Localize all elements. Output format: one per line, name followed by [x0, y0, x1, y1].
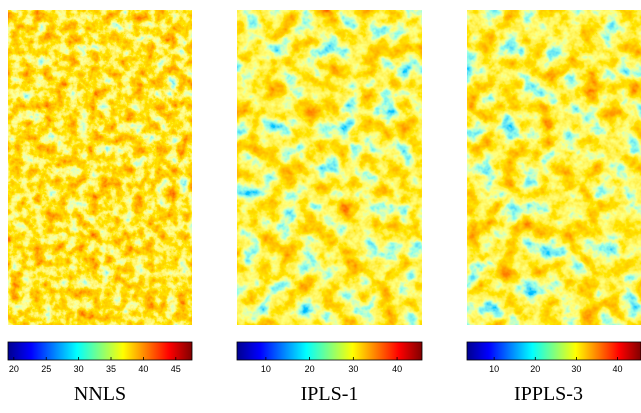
- colorbar-tick-label: 20: [9, 364, 19, 374]
- colorbar: [466, 341, 641, 361]
- colorbar-tick-label: 30: [348, 364, 358, 374]
- colorbar-tick-label: 30: [571, 364, 581, 374]
- colorbar-tick-label: 40: [392, 364, 402, 374]
- panel-label: NNLS: [74, 383, 126, 405]
- colorbar-tick-label: 30: [74, 364, 84, 374]
- colorbar-tick-label: 45: [171, 364, 181, 374]
- colorbar-tick-label: 20: [530, 364, 540, 374]
- colorbar-tick-label: 40: [613, 364, 623, 374]
- panel-label: IPLS-1: [301, 383, 359, 405]
- panel-label: IPPLS-3: [514, 383, 583, 405]
- colorbar: [236, 341, 423, 361]
- heatmap-images: [8, 10, 641, 325]
- heatmap-image: [237, 10, 422, 325]
- colorbar: [7, 341, 193, 361]
- heatmap-image: [8, 10, 192, 325]
- colorbar-tick-label: 10: [489, 364, 499, 374]
- colorbar-tick-label: 10: [261, 364, 271, 374]
- colorbar-tick-label: 40: [138, 364, 148, 374]
- colorbar-tick-label: 35: [106, 364, 116, 374]
- colorbar-tick-label: 25: [41, 364, 51, 374]
- heatmap-image: [467, 10, 641, 325]
- colorbar-tick-label: 20: [305, 364, 315, 374]
